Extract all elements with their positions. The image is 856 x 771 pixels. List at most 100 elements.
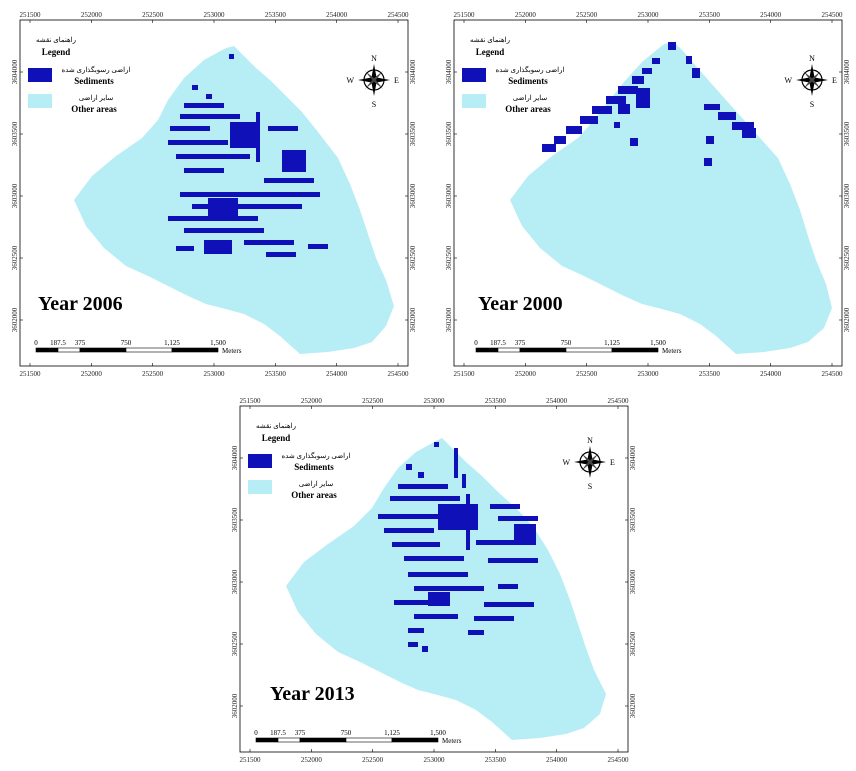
x-tick-label: 251500 (20, 11, 42, 19)
y-tick-label: 3604000 (409, 59, 417, 84)
scale-bar-label: 0 (34, 339, 38, 347)
legend-title-fa: راهنمای نقشه (256, 422, 296, 430)
y-tick-label: 3603500 (843, 121, 851, 146)
scale-bar-segment (611, 347, 659, 353)
map-2013-svg: 251500 252000 252500 253000 253500 254000 2545… (231, 397, 637, 764)
compass-w: W (562, 458, 570, 467)
x-tick-label: 253500 (485, 756, 507, 764)
x-tick-label: 254500 (822, 370, 844, 378)
map-2006-svg: 251500 252000 252500 253000 253500 254000 2545… (11, 11, 417, 378)
scale-bar-label: 187.5 (490, 339, 506, 347)
x-tick-label: 254000 (546, 397, 568, 405)
x-tick-label: 252000 (301, 397, 323, 405)
x-tick-label: 253000 (638, 370, 660, 378)
sediment-patches (168, 54, 328, 257)
x-ticks-top: 251500 252000 252500 253000 253500 254000 2545… (454, 11, 844, 23)
y-tick-label: 3602000 (409, 307, 417, 332)
y-ticks-right: 3604000 3603500 3603000 3602500 3602000 (839, 59, 851, 332)
north-arrow: N S E W (562, 436, 615, 491)
compass-n: N (809, 54, 815, 63)
y-tick-label: 3603500 (231, 507, 239, 532)
x-tick-label: 253500 (485, 397, 507, 405)
compass-s: S (810, 100, 814, 109)
x-tick-label: 253500 (699, 11, 721, 19)
watershed-area (510, 42, 832, 354)
x-tick-label: 251500 (454, 11, 476, 19)
scale-bar-segment (35, 347, 59, 353)
x-ticks-top: 251500 252000 252500 253000 253500 254000 2545… (240, 397, 630, 409)
x-tick-label: 254500 (822, 11, 844, 19)
scale-bar-segment (519, 347, 567, 353)
x-tick-label: 254000 (760, 11, 782, 19)
y-tick-label: 3603000 (843, 183, 851, 208)
scale-bar-label: 1,500 (430, 729, 446, 737)
y-tick-label: 3603500 (629, 507, 637, 532)
scale-bar-segment (171, 347, 219, 353)
y-tick-label: 3602000 (231, 693, 239, 718)
x-tick-label: 252500 (142, 370, 164, 378)
compass-n: N (587, 436, 593, 445)
scale-bar-label: 187.5 (50, 339, 66, 347)
north-arrow: N S E W (346, 54, 399, 109)
x-tick-label: 253000 (204, 11, 226, 19)
compass-needle-diag2-icon (365, 71, 383, 89)
scale-bar-label: 750 (341, 729, 352, 737)
x-tick-label: 253000 (424, 756, 446, 764)
north-arrow: N S E W (784, 54, 837, 109)
year-label: Year 2000 (478, 293, 563, 315)
legend-other-fa: سایر اراضی (299, 480, 334, 488)
scale-bar-segment (125, 347, 173, 353)
scale-bar-segment (391, 737, 439, 743)
x-ticks-bottom: 251500 252000 252500 253000 253500 254000 2545… (240, 749, 629, 764)
x-tick-label: 252500 (362, 756, 384, 764)
x-tick-label: 252500 (576, 370, 598, 378)
map-panel-2006: 251500 252000 252500 253000 253500 254000 2545… (8, 8, 417, 383)
x-tick-label: 254500 (388, 370, 410, 378)
y-ticks-left: 3604000 3603500 3603000 3602500 3602000 (11, 59, 23, 332)
x-tick-label: 254000 (546, 756, 568, 764)
y-tick-label: 3602500 (231, 631, 239, 656)
legend-swatch-other (28, 94, 52, 108)
scale-bar-label: 1,125 (164, 339, 180, 347)
map-panel-2013: 251500 252000 252500 253000 253500 254000 2545… (228, 394, 637, 769)
legend-swatch-sediments (462, 68, 486, 82)
scale-bar-label: 1,125 (604, 339, 620, 347)
y-tick-label: 3603000 (11, 183, 19, 208)
y-tick-label: 3603000 (409, 183, 417, 208)
legend-swatch-sediments (28, 68, 52, 82)
y-ticks-right: 3604000 3603500 3603000 3602500 3602000 (625, 445, 637, 718)
legend: راهنمای نقشه Legend اراضی رسوبگذاری شده Sed… (28, 36, 131, 114)
legend-other-label: Other areas (291, 490, 337, 500)
compass-s: S (588, 482, 592, 491)
scale-bar-segment (255, 737, 279, 743)
map-panel-2000: 251500 252000 252500 253000 253500 254000 2545… (442, 8, 851, 383)
y-tick-label: 3603500 (445, 121, 453, 146)
sediment-patches (542, 42, 756, 166)
x-tick-label: 253500 (265, 11, 287, 19)
map-2000-svg: 251500 252000 252500 253000 253500 254000 2545… (445, 11, 851, 378)
compass-w: W (784, 76, 792, 85)
y-tick-label: 3602000 (445, 307, 453, 332)
y-tick-label: 3602000 (629, 693, 637, 718)
x-ticks-bottom: 251500 252000 252500 253000 253500 254000 2545… (20, 363, 410, 378)
y-tick-label: 3602500 (445, 245, 453, 270)
y-tick-label: 3603500 (11, 121, 19, 146)
compass-s: S (372, 100, 376, 109)
x-tick-label: 253500 (265, 370, 287, 378)
y-tick-label: 3602500 (409, 245, 417, 270)
legend: راهنمای نقشه Legend اراضی رسوبگذاری شده Sed… (462, 36, 565, 114)
y-tick-label: 3602500 (11, 245, 19, 270)
x-tick-label: 253500 (699, 370, 721, 378)
scale-bar-label: 750 (561, 339, 572, 347)
x-tick-label: 254000 (760, 370, 782, 378)
x-tick-label: 254000 (326, 11, 348, 19)
x-tick-label: 252500 (576, 11, 598, 19)
x-tick-label: 253000 (424, 397, 446, 405)
compass-needle-diag2-icon (803, 71, 821, 89)
x-tick-label: 254500 (608, 397, 630, 405)
x-tick-label: 252000 (515, 11, 537, 19)
legend-swatch-sediments (248, 454, 272, 468)
scale-bar-label: 1,500 (210, 339, 226, 347)
legend-swatch-other (462, 94, 486, 108)
